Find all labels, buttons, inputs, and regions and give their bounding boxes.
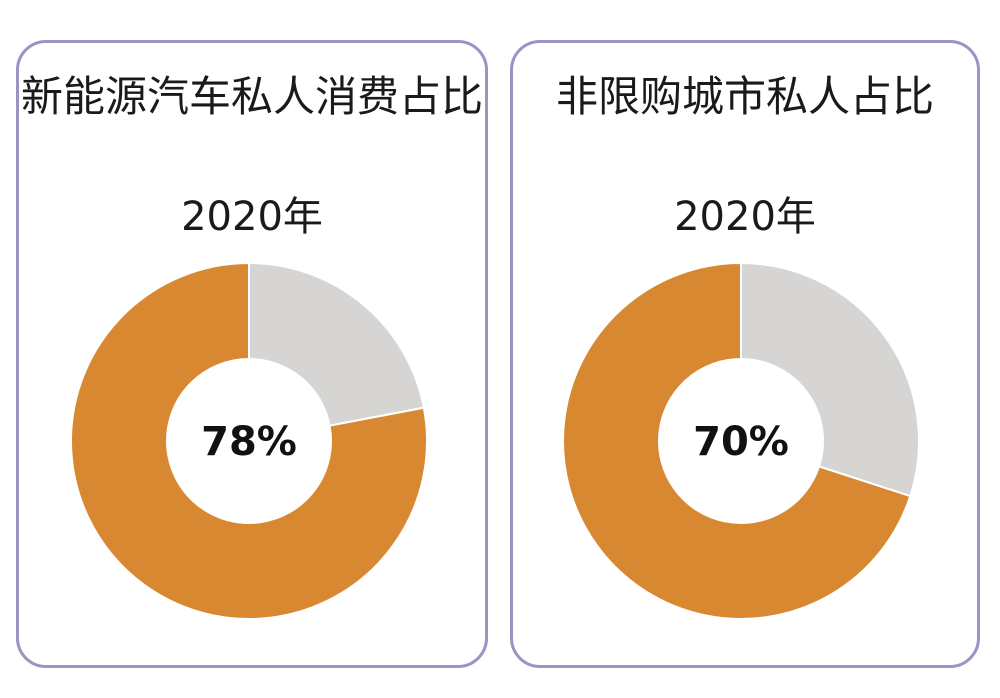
donut-center-label: 78%	[201, 419, 297, 465]
chart-subtitle-year: 2020年	[674, 194, 816, 240]
donut-slice-remainder	[740, 261, 920, 498]
donut-center-label: 70%	[693, 419, 789, 465]
donut-slice-primary	[70, 261, 428, 620]
donut-slice-remainder	[248, 261, 426, 427]
chart-subtitle-year: 2020年	[181, 194, 323, 240]
donut-chart: 78%	[70, 261, 428, 620]
donut-slices	[562, 261, 920, 620]
chart-title: 非限购城市私人占比	[555, 72, 934, 121]
donut-slices	[70, 261, 428, 620]
donut-chart: 70%	[562, 261, 920, 620]
chart-title: 新能源汽车私人消费占比	[20, 72, 483, 121]
chart-panel-private-consumption: 新能源汽车私人消费占比 2020年 78%	[16, 40, 488, 668]
donut-slice-primary	[562, 261, 912, 620]
chart-panel-non-restricted-cities: 非限购城市私人占比 2020年 70%	[510, 40, 980, 668]
